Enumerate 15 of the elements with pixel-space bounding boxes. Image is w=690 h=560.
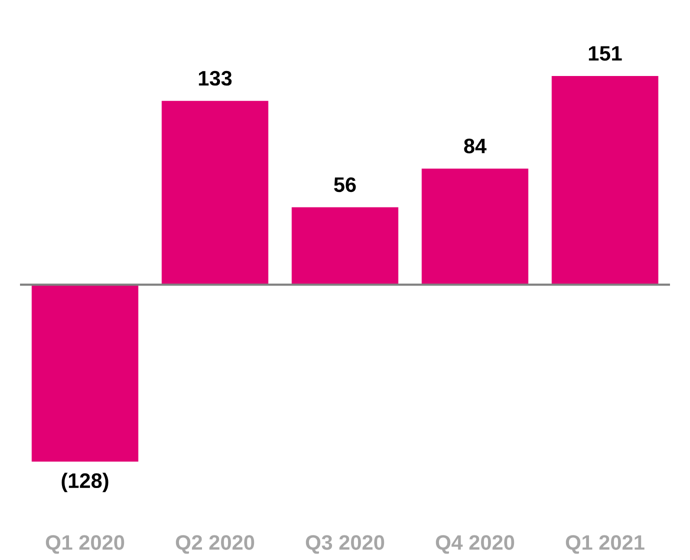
data-label: 84 [464,138,486,154]
bar [292,207,398,285]
x-tick-label: Q1 2021 [566,535,644,554]
bar [162,100,268,285]
x-tick-label: Q4 2020 [436,535,514,554]
x-tick-label: Q3 2020 [306,535,384,554]
bar [32,284,138,462]
data-label: 151 [588,46,622,61]
x-tick-label: Q1 2020 [46,535,124,554]
bar [552,76,658,285]
data-label: 56 [334,177,356,192]
data-label: (128) [62,472,108,492]
data-label: 133 [198,70,232,86]
bar [422,168,528,285]
x-tick-label: Q2 2020 [176,535,254,554]
